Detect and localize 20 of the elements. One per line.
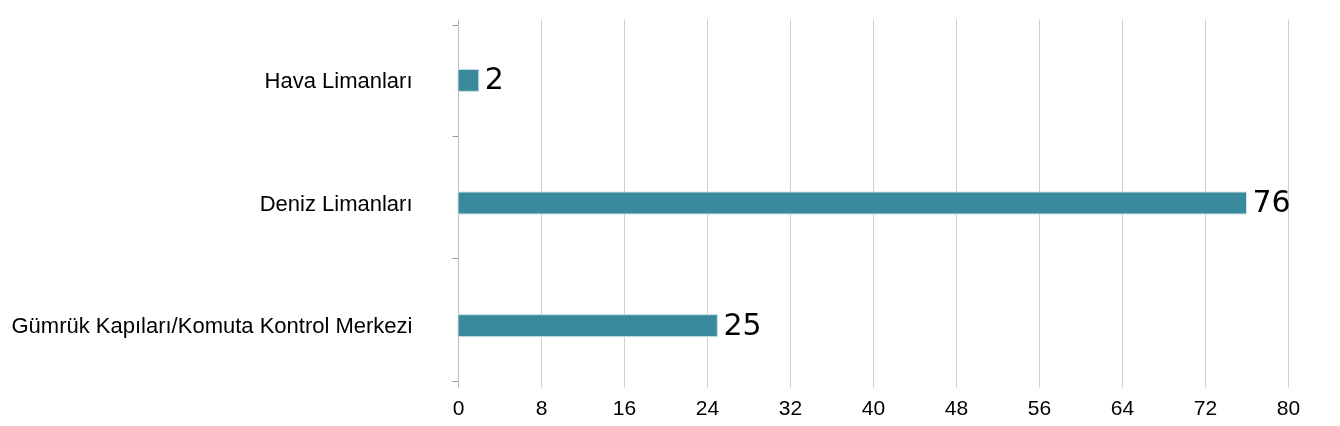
x-tick-label: 72 — [1193, 395, 1218, 419]
x-tick-label: 16 — [612, 395, 637, 419]
x-tick-label: 32 — [778, 395, 803, 419]
y-tick-label: Hava Limanları — [264, 67, 413, 93]
data-label: 25 — [723, 306, 762, 342]
x-tick-label: 56 — [1027, 395, 1052, 419]
bar — [457, 314, 718, 338]
y-tick-label: Deniz Limanları — [259, 190, 413, 216]
x-tick-label: 24 — [695, 395, 720, 419]
x-tick-label: 80 — [1276, 395, 1301, 419]
data-label: 2 — [484, 61, 504, 97]
x-tick-label: 48 — [944, 395, 969, 419]
x-tick-label: 64 — [1110, 395, 1135, 419]
x-tick-label: 8 — [535, 395, 548, 419]
data-label: 76 — [1252, 184, 1291, 219]
x-tick-label: 40 — [861, 395, 886, 419]
bar — [457, 68, 480, 92]
y-tick-label: Gümrük Kapıları/Komuta Kontrol Merkezi — [11, 313, 413, 339]
bar — [457, 191, 1247, 215]
x-tick-label: 0 — [452, 395, 465, 419]
